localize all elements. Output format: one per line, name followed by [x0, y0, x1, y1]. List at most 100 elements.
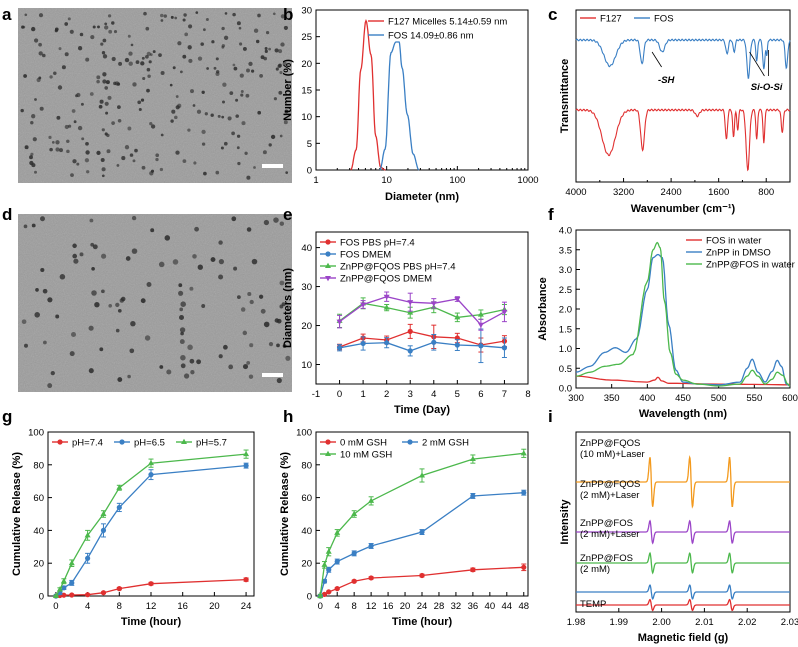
y-tick-label: 20 — [33, 559, 44, 570]
legend-label: pH=7.4 — [72, 438, 103, 449]
particle — [231, 131, 235, 136]
y-tick-label: 60 — [301, 493, 312, 504]
particle — [236, 134, 241, 138]
particle — [172, 66, 176, 70]
data-point — [57, 439, 63, 445]
particle — [187, 45, 192, 50]
particle — [180, 301, 186, 307]
particle — [158, 53, 162, 57]
data-point — [351, 510, 358, 516]
data-point — [325, 276, 331, 282]
x-tick-label: 1.99 — [610, 617, 629, 628]
particle — [210, 113, 214, 117]
particle — [260, 308, 266, 314]
particle — [132, 82, 137, 87]
particle — [144, 335, 151, 341]
particle — [38, 42, 42, 47]
particle — [34, 170, 37, 174]
y-axis-label: Transmittance — [559, 59, 571, 134]
particle — [91, 266, 95, 271]
particle — [264, 49, 268, 54]
panel-c: c 4000 3200 2400 1600 800 Wavenumber (cm⁻¹) Tra… — [548, 5, 791, 215]
particle — [101, 253, 107, 259]
particle — [222, 82, 227, 87]
data-point — [85, 592, 91, 598]
panel-i: i 1.98 1.99 2.00 2.01 2.02 2.03 Magnetic field … — [548, 407, 798, 644]
particle — [187, 344, 193, 351]
particle — [283, 25, 288, 30]
y-tick-label: 80 — [301, 460, 312, 471]
data-point — [383, 304, 390, 310]
particle — [184, 32, 189, 37]
particle — [197, 264, 203, 270]
particle — [92, 244, 98, 250]
particle — [102, 54, 108, 59]
series-line — [55, 464, 247, 597]
particle — [101, 128, 105, 132]
panel-letter: b — [283, 5, 293, 24]
data-point — [520, 450, 527, 456]
particle — [66, 149, 70, 154]
particle — [218, 274, 224, 280]
particle — [31, 26, 36, 32]
x-tick-label: 500 — [711, 393, 727, 404]
particle — [124, 145, 130, 150]
x-tick-label: 2400 — [661, 187, 682, 198]
x-tick-label: -1 — [312, 389, 320, 400]
particle — [240, 93, 244, 97]
y-tick-label: 0.0 — [559, 384, 572, 395]
particle — [171, 109, 176, 114]
series-label: ZnPP@FOS — [580, 518, 633, 529]
particle — [35, 288, 39, 292]
data-point — [521, 564, 527, 570]
y-axis-label: Cumulative Release (%) — [11, 452, 23, 576]
data-point — [148, 581, 154, 587]
particle — [55, 147, 60, 152]
particle — [127, 374, 131, 379]
x-tick-label: 4000 — [565, 187, 586, 198]
particle — [149, 171, 154, 176]
particle — [247, 291, 252, 297]
particle — [233, 266, 238, 271]
particle — [30, 152, 34, 156]
particle — [263, 56, 267, 61]
particle — [279, 280, 285, 286]
legend-label: FOS PBS pH=7.4 — [340, 238, 415, 249]
plot-frame — [575, 431, 791, 613]
particle — [29, 160, 34, 166]
particle — [183, 13, 187, 17]
data-point — [351, 578, 357, 584]
particle — [64, 22, 69, 26]
data-point — [477, 311, 484, 317]
particle — [148, 60, 152, 64]
particle — [47, 383, 53, 389]
particle — [218, 258, 225, 265]
particle — [160, 71, 165, 75]
data-point — [469, 455, 476, 462]
particle — [39, 106, 44, 111]
data-point — [321, 591, 328, 597]
particle — [255, 39, 260, 44]
particle — [79, 32, 84, 37]
panel-g: g 0 20 40 60 80 100 0 4 8 12 16 20 24 Time (hour) Cumul… — [2, 407, 255, 628]
x-tick-label: 8 — [117, 601, 122, 612]
particle — [283, 120, 288, 125]
particle — [204, 112, 208, 116]
data-point — [407, 328, 413, 334]
particle — [89, 218, 94, 223]
particle — [242, 330, 248, 336]
particle — [64, 52, 69, 57]
data-point — [501, 309, 508, 316]
legend-label: FOS 14.09±0.86 nm — [388, 31, 474, 42]
data-point — [100, 527, 107, 534]
series-line — [575, 253, 791, 387]
particle — [235, 114, 239, 118]
panel-letter: h — [283, 407, 293, 426]
data-point — [116, 504, 122, 511]
particle — [182, 159, 187, 163]
y-tick-label: 20 — [301, 321, 312, 332]
data-point — [368, 497, 375, 503]
series-label: (10 mM)+Laser — [580, 449, 645, 460]
particle — [105, 111, 109, 115]
